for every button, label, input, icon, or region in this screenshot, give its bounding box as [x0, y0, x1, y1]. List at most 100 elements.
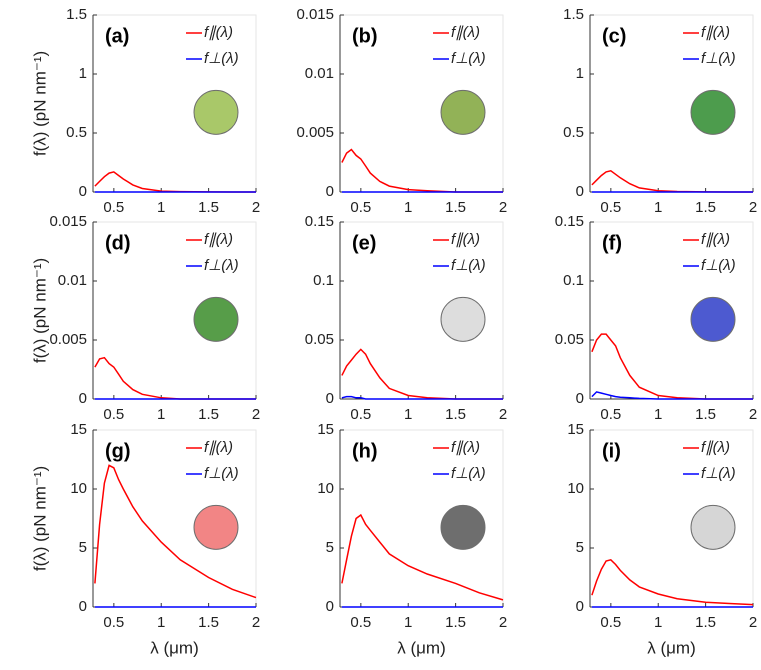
particle-icon	[690, 504, 736, 550]
x-tick-label: 1	[157, 614, 165, 631]
x-tick-label: 1.5	[695, 614, 716, 631]
legend-label: f⊥(λ)	[204, 257, 239, 274]
x-tick-label: 2	[499, 406, 507, 423]
legend-label: f⊥(λ)	[451, 465, 486, 482]
y-tick-label: 0.015	[49, 213, 87, 230]
x-axis-label: λ (μm)	[397, 638, 446, 657]
x-tick-label: 2	[499, 614, 507, 631]
y-tick-label: 0	[79, 390, 87, 407]
y-tick-label: 10	[317, 480, 334, 497]
x-tick-label: 0.5	[350, 199, 371, 216]
legend-label: f∥(λ)	[451, 231, 480, 248]
x-tick-label: 0.5	[103, 614, 124, 631]
y-tick-label: 0	[79, 183, 87, 200]
x-tick-label: 1	[654, 199, 662, 216]
x-tick-label: 1.5	[198, 199, 219, 216]
series-line	[341, 395, 503, 400]
x-tick-label: 0.5	[600, 199, 621, 216]
legend-label: f⊥(λ)	[204, 50, 239, 67]
x-tick-label: 1	[654, 406, 662, 423]
series-line	[341, 513, 504, 601]
y-tick-label: 0	[326, 183, 334, 200]
panel-title: (h)	[352, 440, 378, 462]
x-tick-label: 0.5	[600, 614, 621, 631]
x-tick-label: 2	[252, 614, 260, 631]
x-tick-label: 1.5	[198, 406, 219, 423]
y-tick-label: 15	[567, 421, 584, 438]
particle-icon	[690, 89, 736, 135]
x-axis-label: λ (μm)	[150, 638, 199, 657]
y-tick-label: 0.05	[305, 331, 334, 348]
y-tick-label: 0.1	[313, 272, 334, 289]
y-tick-label: 0.015	[296, 6, 334, 23]
y-tick-label: 0	[576, 598, 584, 615]
legend-label: f∥(λ)	[701, 439, 730, 456]
y-tick-label: 0.01	[58, 272, 87, 289]
panel-title: (d)	[105, 232, 131, 254]
y-tick-label: 0.15	[305, 213, 334, 230]
y-tick-label: 0.005	[296, 124, 334, 141]
y-tick-label: 10	[70, 480, 87, 497]
legend-label: f∥(λ)	[451, 439, 480, 456]
panel-title: (c)	[602, 25, 626, 47]
legend-label: f∥(λ)	[451, 24, 480, 41]
y-tick-label: 0.5	[66, 124, 87, 141]
panel-title: (e)	[352, 232, 376, 254]
legend-label: f∥(λ)	[204, 24, 233, 41]
x-tick-label: 1	[404, 406, 412, 423]
legend-label: f∥(λ)	[701, 231, 730, 248]
y-tick-label: 1.5	[563, 6, 584, 23]
x-tick-label: 1	[404, 614, 412, 631]
x-axis-label: λ (μm)	[647, 638, 696, 657]
legend-label: f⊥(λ)	[204, 465, 239, 482]
y-axis-label: f(λ) (pN nm⁻¹)	[30, 258, 49, 363]
y-tick-label: 15	[317, 421, 334, 438]
series-line	[591, 391, 753, 400]
y-tick-label: 0.5	[563, 124, 584, 141]
particle-icon	[690, 296, 736, 342]
particle-icon	[440, 296, 486, 342]
legend-label: f⊥(λ)	[701, 257, 736, 274]
panel-title: (b)	[352, 25, 378, 47]
y-tick-label: 0.15	[555, 213, 584, 230]
x-tick-label: 1.5	[695, 199, 716, 216]
y-tick-label: 10	[567, 480, 584, 497]
panel-title: (a)	[105, 25, 129, 47]
x-tick-label: 1.5	[695, 406, 716, 423]
legend-label: f⊥(λ)	[701, 50, 736, 67]
legend-label: f∥(λ)	[204, 231, 233, 248]
particle-icon	[193, 89, 239, 135]
y-tick-label: 0	[326, 390, 334, 407]
y-tick-label: 1	[79, 65, 87, 82]
y-tick-label: 0.005	[49, 331, 87, 348]
series-line	[591, 558, 754, 606]
x-tick-label: 0.5	[350, 406, 371, 423]
y-tick-label: 0	[79, 598, 87, 615]
y-tick-label: 0	[576, 390, 584, 407]
panel-title: (i)	[602, 440, 621, 462]
x-tick-label: 2	[749, 406, 757, 423]
y-tick-label: 5	[576, 539, 584, 556]
panel-title: (f)	[602, 232, 622, 254]
x-tick-label: 1.5	[445, 199, 466, 216]
y-tick-label: 5	[326, 539, 334, 556]
y-tick-label: 15	[70, 421, 87, 438]
legend-label: f∥(λ)	[204, 439, 233, 456]
x-tick-label: 1.5	[445, 614, 466, 631]
y-tick-label: 5	[79, 539, 87, 556]
y-tick-label: 1	[576, 65, 584, 82]
x-tick-label: 1.5	[445, 406, 466, 423]
x-tick-label: 0.5	[103, 199, 124, 216]
y-tick-label: 0	[576, 183, 584, 200]
x-tick-label: 0.5	[600, 406, 621, 423]
legend-label: f⊥(λ)	[451, 50, 486, 67]
x-tick-label: 1	[654, 614, 662, 631]
y-tick-label: 0	[326, 598, 334, 615]
particle-icon	[193, 296, 239, 342]
x-tick-label: 0.5	[350, 614, 371, 631]
legend-label: f∥(λ)	[701, 24, 730, 41]
y-tick-label: 0.05	[555, 331, 584, 348]
y-axis-label: f(λ) (pN nm⁻¹)	[30, 466, 49, 571]
x-tick-label: 1	[157, 199, 165, 216]
